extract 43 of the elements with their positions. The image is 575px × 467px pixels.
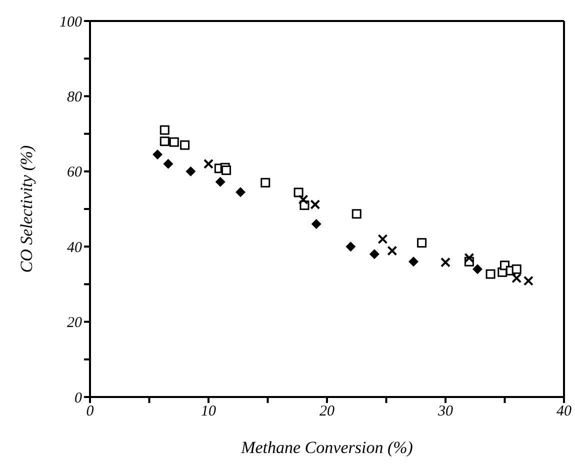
y-tick-label: 100 xyxy=(60,14,82,30)
point xyxy=(408,256,419,267)
point xyxy=(180,140,190,150)
x-tick-label: 30 xyxy=(437,404,454,420)
x-tick-label: 20 xyxy=(320,404,335,420)
point xyxy=(369,249,380,260)
point xyxy=(294,188,304,198)
x-tick-label: 40 xyxy=(556,404,572,420)
point xyxy=(387,246,398,256)
point xyxy=(152,149,163,160)
x-tick-label: 10 xyxy=(201,404,216,420)
point xyxy=(346,242,356,252)
point xyxy=(222,166,232,176)
point xyxy=(417,238,427,248)
point xyxy=(235,187,246,198)
point xyxy=(512,264,522,274)
point xyxy=(163,158,174,169)
point xyxy=(298,194,308,205)
point xyxy=(160,125,170,135)
point xyxy=(440,257,450,268)
x-tick-label: 0 xyxy=(86,404,94,420)
point xyxy=(169,137,179,147)
point xyxy=(512,273,522,284)
point xyxy=(215,176,226,187)
x-axis-title: Methane Conversion (%) xyxy=(240,438,414,457)
y-tick-label: 0 xyxy=(74,390,82,406)
point xyxy=(311,219,322,230)
point xyxy=(523,276,534,286)
y-tick-label: 80 xyxy=(67,90,82,106)
point xyxy=(486,269,496,279)
y-axis-title: CO Selectivity (%) xyxy=(17,144,36,273)
y-tick-label: 60 xyxy=(67,164,82,181)
point xyxy=(260,178,270,188)
point xyxy=(204,158,214,169)
point xyxy=(310,199,320,210)
point xyxy=(472,264,482,274)
point xyxy=(186,166,196,176)
point xyxy=(160,136,170,146)
point xyxy=(378,234,388,244)
y-tick-label: 40 xyxy=(67,240,82,256)
point xyxy=(464,252,474,263)
point xyxy=(352,209,362,219)
y-tick-label: 20 xyxy=(67,315,82,332)
